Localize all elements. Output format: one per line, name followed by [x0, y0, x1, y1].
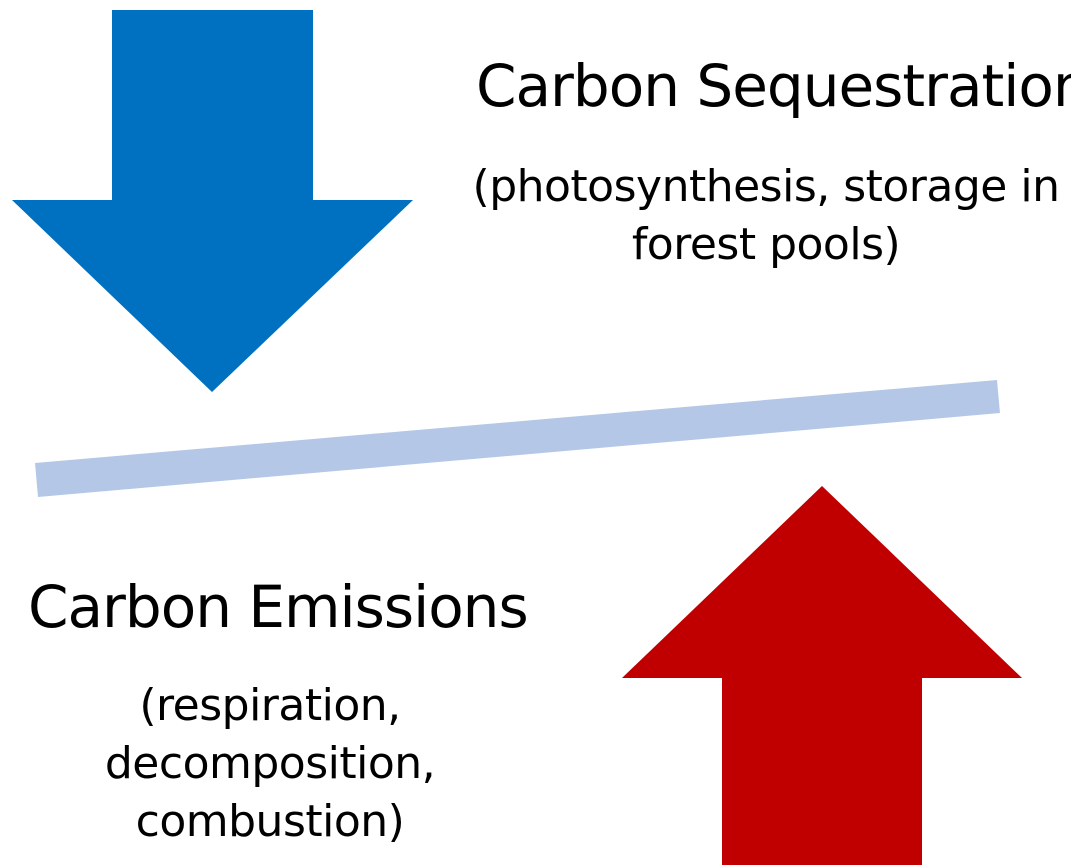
description-line: decomposition,: [104, 738, 436, 789]
balance-beam: [35, 380, 1000, 497]
description-line: combustion): [135, 796, 405, 847]
sequestration-title: Carbon Sequestration: [476, 52, 1071, 120]
sequestration-description: (photosynthesis, storage in forest pools…: [466, 158, 1066, 274]
down-arrow: [12, 10, 413, 392]
emissions-description: (respiration, decomposition, combustion): [60, 677, 480, 851]
emissions-title: Carbon Emissions: [28, 573, 529, 641]
description-line: (respiration,: [139, 680, 401, 731]
description-line: (photosynthesis, storage in: [472, 161, 1060, 212]
up-arrow: [622, 486, 1022, 865]
description-line: forest pools): [631, 219, 901, 270]
